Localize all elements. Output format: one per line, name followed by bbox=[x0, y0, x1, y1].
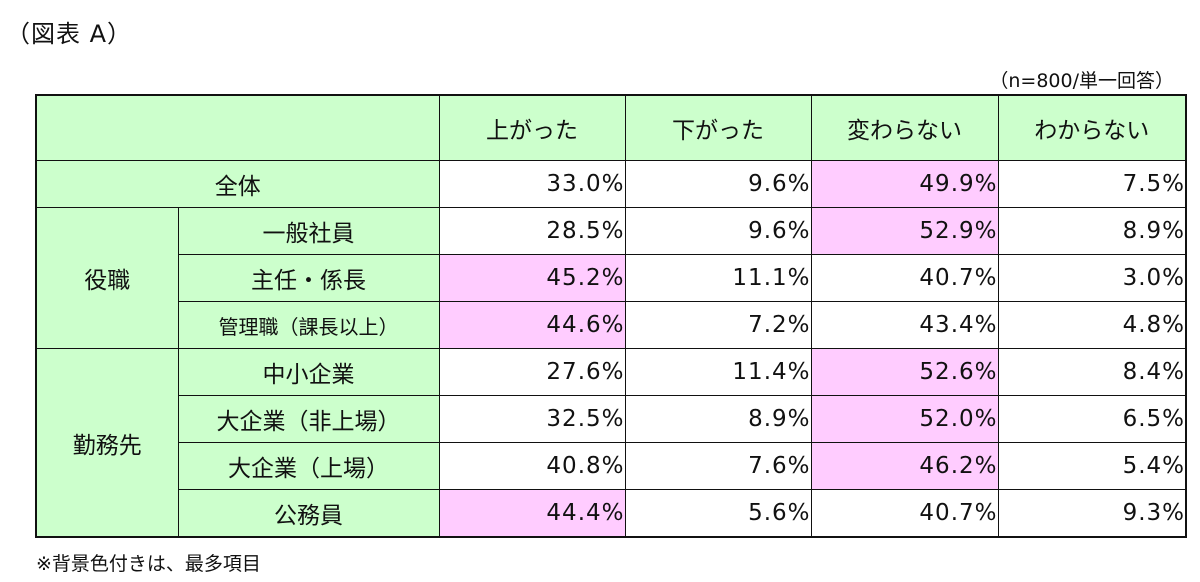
value-cell: 8.4% bbox=[997, 348, 1187, 396]
figure-label: （図表 A） bbox=[6, 20, 133, 48]
value-cell: 4.8% bbox=[997, 301, 1187, 349]
value-cell: 7.2% bbox=[624, 301, 812, 349]
value-cell: 3.0% bbox=[997, 254, 1187, 302]
column-header: 上がった bbox=[438, 94, 626, 161]
value-cell: 9.6% bbox=[624, 160, 812, 208]
column-header: わからない bbox=[997, 94, 1187, 161]
value-cell: 28.5% bbox=[438, 207, 626, 255]
value-cell: 49.9% bbox=[810, 160, 999, 208]
sample-size-note: （n=800/単一回答） bbox=[989, 70, 1174, 92]
footnote: ※背景色付きは、最多項目 bbox=[36, 553, 261, 575]
table-row: 全体 33.0% 9.6% 49.9% 7.5% bbox=[35, 160, 1187, 208]
value-cell: 6.5% bbox=[997, 395, 1187, 443]
value-cell: 45.2% bbox=[438, 254, 626, 302]
value-cell: 7.6% bbox=[624, 442, 812, 490]
value-cell: 8.9% bbox=[997, 207, 1187, 255]
value-cell: 11.4% bbox=[624, 348, 812, 396]
value-cell: 52.6% bbox=[810, 348, 999, 396]
row-label: 大企業（非上場） bbox=[177, 395, 440, 443]
header-row: 上がった 下がった 変わらない わからない bbox=[35, 94, 1187, 161]
column-header: 変わらない bbox=[810, 94, 999, 161]
value-cell: 8.9% bbox=[624, 395, 812, 443]
value-cell: 52.0% bbox=[810, 395, 999, 443]
group-label: 勤務先 bbox=[35, 348, 179, 538]
table-row: 大企業（上場） 40.8% 7.6% 46.2% 5.4% bbox=[36, 442, 1187, 490]
value-cell: 9.3% bbox=[997, 489, 1187, 538]
value-cell: 40.7% bbox=[810, 489, 999, 538]
row-label: 管理職（課長以上） bbox=[177, 301, 440, 349]
group-label: 役職 bbox=[35, 207, 179, 349]
table-row: 主任・係長 45.2% 11.1% 40.7% 3.0% bbox=[36, 254, 1187, 302]
row-label: 主任・係長 bbox=[177, 254, 440, 302]
value-cell: 27.6% bbox=[438, 348, 626, 396]
table-row: 大企業（非上場） 32.5% 8.9% 52.0% 6.5% bbox=[36, 395, 1187, 443]
value-cell: 33.0% bbox=[438, 160, 626, 208]
value-cell: 32.5% bbox=[438, 395, 626, 443]
value-cell: 44.4% bbox=[438, 489, 626, 538]
value-cell: 40.7% bbox=[810, 254, 999, 302]
value-cell: 7.5% bbox=[997, 160, 1187, 208]
value-cell: 11.1% bbox=[624, 254, 812, 302]
value-cell: 44.6% bbox=[438, 301, 626, 349]
table-row: 勤務先 中小企業 27.6% 11.4% 52.6% 8.4% bbox=[35, 348, 1187, 538]
table-row: 公務員 44.4% 5.6% 40.7% 9.3% bbox=[36, 489, 1187, 538]
value-cell: 40.8% bbox=[438, 442, 626, 490]
row-label: 公務員 bbox=[177, 489, 440, 538]
value-cell: 9.6% bbox=[624, 207, 812, 255]
row-label: 全体 bbox=[35, 160, 440, 208]
value-cell: 52.9% bbox=[810, 207, 999, 255]
value-cell: 5.4% bbox=[997, 442, 1187, 490]
row-label: 大企業（上場） bbox=[177, 442, 440, 490]
column-header: 下がった bbox=[624, 94, 812, 161]
header-corner bbox=[35, 94, 440, 161]
table-row: 役職 一般社員 28.5% 9.6% 52.9% 8.9% bbox=[35, 207, 1187, 349]
row-label: 一般社員 bbox=[177, 207, 440, 255]
value-cell: 5.6% bbox=[624, 489, 812, 538]
value-cell: 46.2% bbox=[810, 442, 999, 490]
value-cell: 43.4% bbox=[810, 301, 999, 349]
row-label: 中小企業 bbox=[177, 348, 440, 396]
survey-table: 上がった 下がった 変わらない わからない 全体 33.0% 9.6% 49.9… bbox=[35, 94, 1187, 538]
table-row: 管理職（課長以上） 44.6% 7.2% 43.4% 4.8% bbox=[36, 301, 1187, 349]
